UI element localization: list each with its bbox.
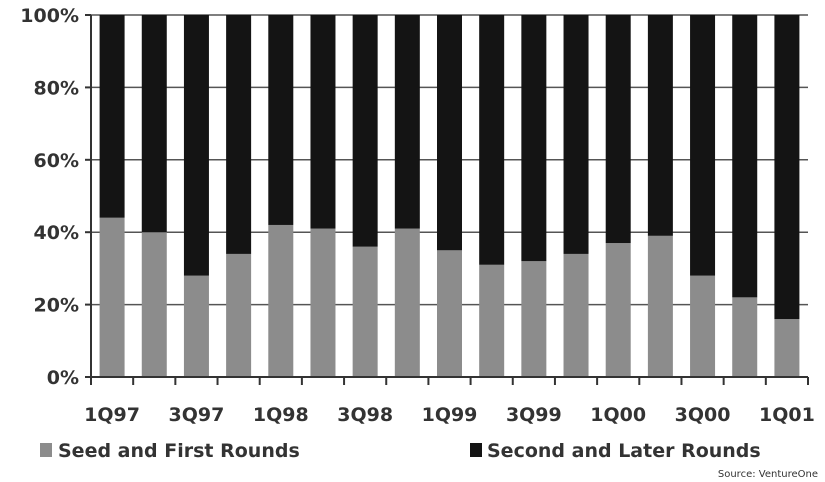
bars (99, 15, 800, 377)
legend-label-second-and-later-rounds: Second and Later Rounds (487, 440, 761, 462)
y-tick-label: 100% (20, 5, 79, 27)
x-tick-label: 1Q98 (253, 404, 309, 426)
bar-3q98-series-0 (352, 246, 378, 377)
bar-3q99-series-0 (521, 261, 547, 377)
bar-1q98-series-0 (268, 224, 294, 377)
y-tick-label: 20% (34, 295, 79, 317)
bar-2q97-series-0 (141, 232, 167, 377)
bar-2q99-series-1 (479, 15, 505, 265)
bar-4q00-series-1 (732, 15, 758, 298)
legend-label-seed-and-first-rounds: Seed and First Rounds (58, 440, 300, 462)
legend-swatch-seed-and-first-rounds (40, 443, 52, 457)
bar-3q98-series-1 (352, 15, 378, 247)
bar-2q98-series-0 (310, 228, 336, 377)
bar-2q97-series-1 (141, 15, 167, 233)
bar-4q98-series-1 (394, 15, 420, 229)
bar-3q00-series-0 (690, 275, 716, 377)
bar-2q98-series-1 (310, 15, 336, 229)
bar-1q00-series-1 (605, 15, 631, 244)
legend-swatch-second-and-later-rounds (470, 443, 482, 457)
bar-4q00-series-0 (732, 297, 758, 377)
bar-1q00-series-0 (605, 243, 631, 377)
y-tick-labels: 0% 20% 40% 60% 80% 100% (20, 5, 79, 389)
x-tick-label: 3Q98 (337, 404, 393, 426)
bar-1q01-series-1 (774, 15, 800, 320)
bar-3q97-series-0 (183, 275, 209, 377)
bar-4q98-series-0 (394, 228, 420, 377)
bar-2q00-series-1 (647, 15, 673, 236)
x-tick-label: 1Q01 (759, 404, 815, 426)
y-tick-label: 60% (34, 150, 79, 172)
x-tick-label: 1Q97 (84, 404, 140, 426)
x-tick-label: 1Q99 (422, 404, 478, 426)
y-tick-label: 0% (47, 367, 79, 389)
x-tick-labels: 1Q97 3Q97 1Q98 3Q98 1Q99 3Q99 1Q00 3Q00 1Q01 (84, 404, 815, 426)
bar-4q97-series-1 (226, 15, 252, 254)
y-tick-label: 80% (34, 77, 79, 99)
bar-2q00-series-0 (647, 235, 673, 377)
axes (85, 14, 809, 385)
bar-1q99-series-1 (437, 15, 462, 251)
source-note: Source: VentureOne (718, 469, 818, 480)
bar-3q99-series-1 (521, 15, 547, 262)
bar-1q98-series-1 (268, 15, 294, 225)
bar-1q97-series-0 (99, 217, 125, 377)
x-tick-label: 3Q97 (169, 404, 225, 426)
x-tick-label: 3Q99 (506, 404, 562, 426)
x-tick-label: 3Q00 (675, 404, 731, 426)
x-tick-label: 1Q00 (590, 404, 646, 426)
bar-2q99-series-0 (479, 264, 505, 377)
bar-1q99-series-0 (437, 250, 462, 377)
bar-4q99-series-1 (563, 15, 589, 254)
y-tick-label: 40% (34, 222, 79, 244)
bar-4q97-series-0 (226, 253, 252, 377)
legend: Seed and First Rounds Second and Later R… (40, 440, 761, 462)
bar-3q97-series-1 (183, 15, 209, 276)
bar-1q97-series-1 (99, 15, 125, 218)
bar-1q01-series-0 (774, 319, 800, 377)
bar-3q00-series-1 (690, 15, 716, 276)
bar-4q99-series-0 (563, 253, 589, 377)
